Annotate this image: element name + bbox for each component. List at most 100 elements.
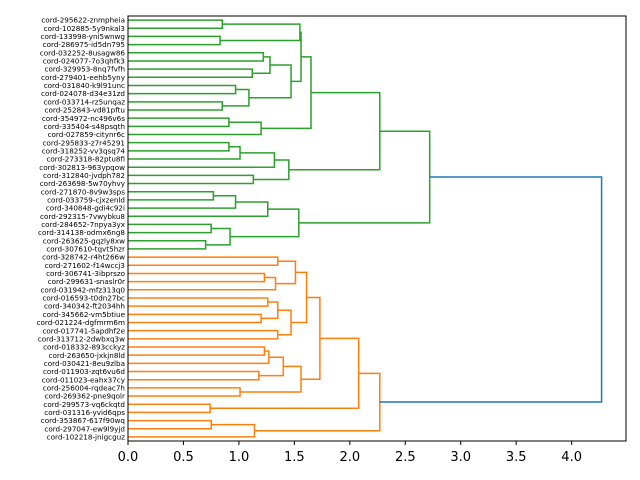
leaf-label: cord-256004-rqdeac7h: [43, 383, 125, 392]
dendrogram-link-b15: [128, 387, 241, 397]
dendrogram-link-b4: [275, 260, 297, 285]
leaf-label: cord-297047-ew9l9yjd: [44, 424, 125, 433]
leaf-label: cord-017741-5apdhf2e: [42, 326, 125, 335]
x-tick-label: 1.0: [229, 450, 250, 465]
leaf-label: cord-021224-dgfmrm6m: [37, 318, 125, 327]
dendrogram-link-a13: [128, 121, 262, 136]
leaf-label: cord-340848-gdi4c92i: [46, 204, 125, 213]
dendrogram-link-b13: [128, 370, 260, 381]
dendrogram-link-a9: [222, 88, 250, 107]
dendrogram-link-a25: [128, 240, 207, 250]
dendrogram-link-a22: [128, 195, 237, 209]
dendrogram-link-a12: [128, 117, 230, 128]
dendrogram-link-b21: [128, 423, 256, 438]
leaf-label: cord-292315-7vwybku8: [40, 212, 125, 221]
dendrogram-link-b12: [128, 350, 270, 365]
leaf-label: cord-011903-zqt6vu6d: [43, 367, 125, 376]
dendrogram-link-a16: [128, 146, 241, 160]
leaf-label: cord-299573-vq6ckqtd: [43, 400, 125, 409]
dendrogram-link-b2: [128, 272, 266, 283]
dendrogram-link-a27: [230, 208, 300, 238]
leaf-label: cord-299631-snaslr0r: [48, 277, 125, 286]
dendrogram-link-b11: [128, 346, 266, 356]
leaf-label: cord-318252-vv3qsq74: [42, 146, 126, 155]
leaf-label: cord-340342-ft2034hh: [44, 302, 125, 311]
dendrogram-link-a8: [128, 101, 224, 111]
dendrogram-link-b9: [277, 309, 292, 336]
x-tick-label: 2.0: [339, 450, 360, 465]
leaf-label: cord-031316-yvid6qps: [44, 408, 125, 417]
leaf-label: cord-016593-t0dn27bc: [42, 294, 125, 303]
dendrogram-link-a24: [128, 223, 212, 234]
leaf-label: cord-284652-7npya3yx: [41, 220, 126, 229]
dendrogram-link-b8: [128, 329, 279, 340]
dendrogram-link-a14: [261, 56, 312, 130]
dendrogram-link-a5: [128, 68, 253, 79]
dendrogram-link-b18: [128, 403, 211, 414]
dendrogram-link-a2: [128, 35, 221, 46]
dendrogram-link-a28: [298, 130, 431, 224]
leaf-label: cord-307610-tqvt5hzr: [46, 245, 125, 254]
x-tick-label: 0.5: [173, 450, 194, 465]
leaf-label: cord-312840-jvdph782: [43, 171, 125, 180]
leaf-label: cord-306741-3ibprszo: [46, 269, 125, 278]
leaf-label: cord-031942-mfz313q0: [40, 285, 125, 294]
leaf-label: cord-273318-82ptu8fi: [46, 155, 125, 164]
leaf-label: cord-032252-8usagw86: [40, 48, 126, 57]
leaf-label: cord-102218-jnigcguz: [47, 433, 126, 442]
dendrogram-link-root: [379, 176, 603, 403]
dendrogram-link-b7: [261, 301, 279, 320]
leaf-label: cord-011023-eahx37cy: [42, 375, 126, 384]
dendrogram-link-b19: [210, 337, 360, 410]
leaf-label: cord-027859-citynr6c: [48, 130, 125, 139]
leaf-label: cord-263650-jxkjn8ld: [49, 351, 125, 360]
x-tick-label: 1.5: [284, 450, 305, 465]
leaf-label: cord-279401-eehb5yny: [41, 73, 126, 82]
leaf-label: cord-033714-rz5unqaz: [43, 97, 125, 106]
dendrogram-link-a21: [128, 190, 215, 201]
x-tick-label: 3.5: [506, 450, 527, 465]
dendrogram-link-a26: [205, 227, 231, 246]
dendrogram-link-b1: [128, 256, 279, 267]
dendrogram-link-a18: [128, 174, 255, 185]
leaf-label: cord-102885-5y9nkal3: [44, 24, 125, 33]
leaf-label: cord-024077-7o3qhfk3: [43, 57, 125, 66]
leaf-label: cord-271602-f14wccj3: [45, 261, 125, 270]
leaf-label: cord-353867-617f90wq: [41, 416, 125, 425]
dendrogram-link-b17: [301, 296, 321, 380]
leaf-label: cord-302813-963ypqow: [39, 163, 125, 172]
leaf-label: cord-263625-gqzly8xw: [43, 236, 125, 245]
dendrogram-link-a15: [128, 141, 230, 152]
dendrogram-link-b5: [128, 297, 269, 307]
leaf-label: cord-345662-vm5btiue: [43, 310, 126, 319]
x-axis: 0.0 0.5 1.0 1.5 2.0 2.5 3.0 3.5 4.0: [118, 441, 582, 465]
dendrogram-link-b6: [128, 313, 262, 324]
x-tick-label: 2.5: [395, 450, 416, 465]
dendrogram-links: [128, 19, 603, 438]
dendrogram-link-a4: [128, 52, 265, 62]
leaf-label: cord-018332-893cckyz: [43, 343, 125, 352]
leaf-label: cord-263698-5w70yhvy: [40, 179, 126, 188]
dendrogram-link-a17: [128, 152, 276, 168]
leaf-label: cord-030421-8eu9zlba: [44, 359, 125, 368]
x-tick-label: 0.0: [118, 450, 139, 465]
leaf-label: cord-329953-8nq7fvfh: [45, 65, 126, 74]
dendrogram-link-b20: [128, 419, 212, 430]
leaf-label: cord-313712-2dwbxq3w: [38, 334, 125, 343]
leaf-labels: cord-295622-znmpheiacord-102885-5y9nkal3…: [37, 16, 126, 442]
leaf-label: cord-286975-id5dn795: [43, 40, 125, 49]
leaf-label: cord-354972-nc496v6s: [42, 114, 125, 123]
plot-frame: [127, 15, 627, 442]
dendrogram-link-b3: [128, 276, 277, 291]
dendrogram-link-b10: [291, 271, 308, 324]
x-tick-label: 4.0: [561, 450, 582, 465]
leaf-label: cord-295833-z7r45291: [42, 138, 125, 147]
dendrogram-link-a19: [253, 159, 290, 181]
leaf-label: cord-031840-k9l91unc: [44, 81, 125, 90]
x-tick-label: 3.0: [450, 450, 471, 465]
dendrogram-link-b14: [258, 356, 285, 377]
leaf-label: cord-335404-s48psqth: [44, 122, 126, 131]
leaf-label: cord-133998-yni5wnwg: [41, 32, 126, 41]
dendrogram-link-a23: [128, 201, 269, 217]
dendrogram-link-a3: [220, 23, 301, 42]
